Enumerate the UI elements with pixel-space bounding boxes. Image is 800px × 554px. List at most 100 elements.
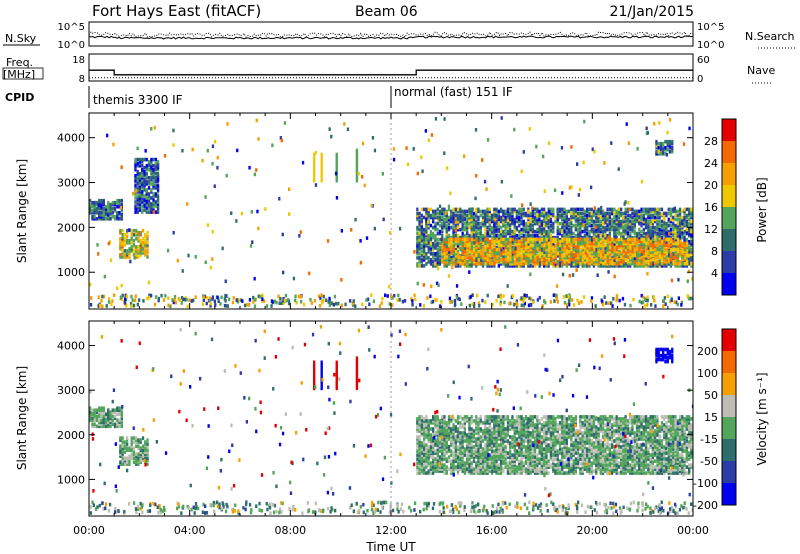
range-time-cell <box>335 178 338 183</box>
range-time-cell <box>455 284 459 288</box>
range-time-cell <box>611 219 614 224</box>
range-time-cell <box>522 229 525 234</box>
range-time-cell <box>135 255 138 259</box>
range-time-cell <box>120 215 123 219</box>
range-time-cell <box>134 210 137 214</box>
range-time-cell <box>613 231 616 235</box>
range-time-cell <box>543 243 546 248</box>
range-time-cell <box>597 207 600 212</box>
range-time-cell <box>280 138 283 143</box>
range-time-cell <box>665 211 668 216</box>
range-time-cell <box>654 225 657 230</box>
range-time-cell <box>629 245 632 250</box>
range-time-cell <box>536 257 539 262</box>
range-time-cell <box>130 241 133 245</box>
range-time-cell <box>456 244 460 248</box>
range-time-cell <box>565 227 568 232</box>
range-time-cell <box>581 253 585 258</box>
range-time-cell <box>100 217 103 221</box>
range-time-cell <box>504 231 507 236</box>
range-time-cell <box>588 239 591 244</box>
range-time-cell <box>676 225 679 230</box>
range-time-cell <box>95 211 99 215</box>
range-time-cell <box>577 223 580 228</box>
range-time-cell <box>297 294 300 299</box>
range-time-cell <box>688 231 691 236</box>
range-time-cell <box>475 215 478 220</box>
range-time-cell <box>205 301 208 306</box>
range-time-cell <box>550 251 553 256</box>
range-time-cell <box>434 262 437 266</box>
range-time-cell <box>552 239 555 244</box>
range-time-cell <box>513 261 517 266</box>
range-time-cell <box>561 233 564 238</box>
range-time-cell <box>620 231 623 236</box>
range-time-cell <box>506 262 510 266</box>
range-time-cell <box>608 237 612 242</box>
range-time-cell <box>450 249 453 254</box>
range-time-cell <box>647 221 650 226</box>
range-time-cell <box>481 233 485 238</box>
range-time-cell <box>504 233 507 238</box>
range-time-cell <box>410 297 413 301</box>
range-time-cell <box>429 248 433 252</box>
range-time-cell <box>662 146 665 150</box>
range-time-cell <box>461 221 464 226</box>
range-time-cell <box>145 163 148 168</box>
range-time-cell <box>355 152 359 157</box>
range-time-cell <box>620 241 623 246</box>
range-time-cell <box>627 243 630 248</box>
range-time-cell <box>137 249 140 253</box>
range-time-cell <box>454 261 458 266</box>
range-time-cell <box>119 438 122 442</box>
range-time-cell <box>509 219 512 224</box>
range-time-cell <box>405 146 408 150</box>
range-time-cell <box>139 251 142 255</box>
range-time-cell <box>156 165 160 170</box>
range-time-cell <box>652 243 655 248</box>
range-time-cell <box>640 257 643 262</box>
range-time-cell <box>683 229 687 234</box>
range-time-cell <box>152 200 155 204</box>
range-time-cell <box>466 217 469 222</box>
range-time-cell <box>570 255 573 260</box>
range-time-cell <box>613 261 616 266</box>
range-time-cell <box>552 229 555 234</box>
range-time-cell <box>538 241 541 246</box>
range-time-cell <box>593 261 596 266</box>
range-time-cell <box>335 176 338 181</box>
range-time-cell <box>475 241 478 246</box>
range-time-cell <box>588 211 591 216</box>
range-time-cell <box>670 247 673 252</box>
range-time-cell <box>475 207 478 212</box>
range-time-cell <box>121 450 124 454</box>
range-time-cell <box>456 215 460 220</box>
range-time-cell <box>484 223 487 228</box>
range-time-cell <box>145 176 148 180</box>
range-time-cell <box>613 258 616 262</box>
range-time-cell <box>136 202 139 206</box>
range-time-cell <box>495 247 498 252</box>
range-time-cell <box>554 259 557 264</box>
range-time-cell <box>498 249 501 254</box>
range-time-cell <box>425 256 428 260</box>
range-time-cell <box>599 227 602 232</box>
range-time-cell <box>490 213 494 218</box>
range-time-cell <box>445 227 448 232</box>
range-time-cell <box>674 237 677 242</box>
range-time-cell <box>638 227 641 232</box>
range-time-cell <box>550 261 553 266</box>
range-time-cell <box>588 247 591 252</box>
range-time-cell <box>685 227 688 232</box>
range-time-cell <box>579 211 582 216</box>
range-time-cell <box>121 456 124 460</box>
range-time-cell <box>470 210 473 214</box>
range-time-cell <box>216 155 219 160</box>
range-time-cell <box>141 210 144 214</box>
range-time-cell <box>567 221 571 226</box>
range-time-cell <box>538 264 541 268</box>
range-time-cell <box>533 221 537 226</box>
range-time-cell <box>520 255 523 260</box>
range-time-cell <box>141 159 144 164</box>
range-time-cell <box>595 219 598 224</box>
